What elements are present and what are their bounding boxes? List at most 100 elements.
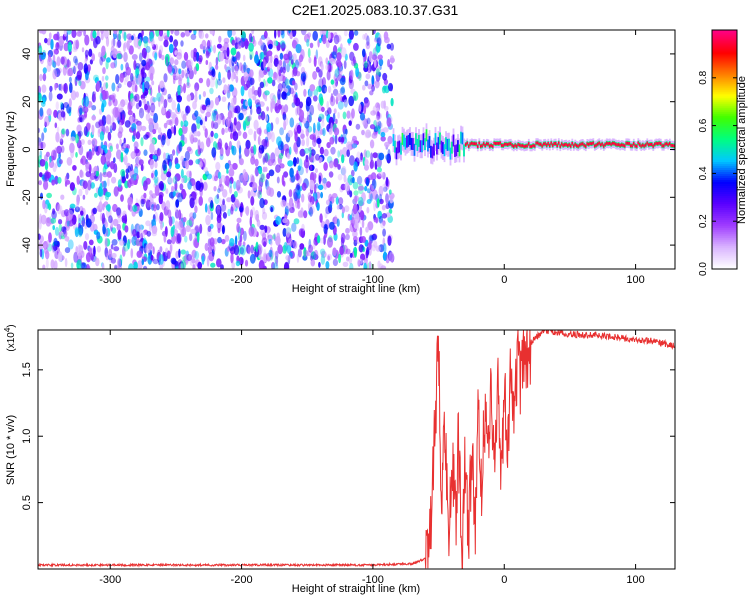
spectrogram-cell (169, 57, 175, 65)
spectrogram-cell (380, 221, 386, 229)
y-tick-label: 0.5 (21, 495, 33, 510)
spectrogram-cell (652, 144, 655, 148)
spectrogram-cell (154, 185, 160, 196)
spectrogram-cell (617, 143, 620, 147)
spectrogram-cell (500, 143, 503, 147)
spectrogram-cell (329, 57, 336, 65)
colorbar-step (712, 113, 737, 117)
spectrogram-cell (488, 144, 491, 148)
spectrogram-cell (361, 129, 365, 136)
spectrogram-cell (372, 30, 376, 35)
spectrogram-cell (56, 93, 63, 100)
spectrogram-cell (52, 61, 57, 69)
spectrogram-cell (111, 252, 117, 259)
spectrogram-cell (336, 34, 342, 43)
colorbar-step (712, 55, 737, 59)
spectrogram-cell (342, 111, 347, 120)
spectrogram-cell (329, 95, 336, 107)
spectrogram-cell (143, 149, 148, 156)
spectrogram-cell (45, 258, 49, 269)
spectrogram-cell (410, 137, 413, 150)
spectrogram-cell (323, 148, 329, 157)
spectrogram-cell (303, 210, 308, 219)
spectrogram-cell (52, 208, 56, 215)
spectrogram-cell (116, 207, 122, 219)
spectrogram-x-label: Height of straight line (km) (292, 283, 420, 295)
spectrogram-cell (106, 171, 113, 178)
colorbar-step (712, 121, 737, 125)
spectrogram-cell (50, 38, 54, 50)
spectrogram-cell (369, 51, 373, 59)
spectrogram-cell (258, 114, 262, 120)
spectrogram-cell (84, 49, 89, 58)
spectrogram-cell (66, 220, 70, 227)
spectrogram-cell (384, 36, 390, 44)
colorbar-step (712, 133, 737, 137)
spectrogram-cell (625, 141, 628, 145)
spectrogram-cell (470, 141, 473, 145)
spectrogram-cell (309, 42, 314, 49)
colorbar-step (712, 123, 737, 127)
spectrogram-cell (212, 244, 216, 253)
spectrogram-cell (78, 227, 83, 238)
spectrogram-cell (226, 246, 230, 252)
spectrogram-cell (184, 160, 190, 170)
spectrogram-cell (168, 161, 172, 170)
spectrogram-cell (346, 141, 352, 152)
spectrogram-cell (186, 76, 190, 87)
spectrogram-cell (375, 245, 381, 252)
spectrogram-cell (209, 30, 214, 35)
spectrogram-cell (73, 65, 76, 75)
spectrogram-cell (185, 59, 192, 68)
spectrogram-cell (343, 99, 348, 105)
colorbar-step (712, 81, 737, 85)
spectrogram-cell (112, 203, 118, 213)
spectrogram-cell (341, 165, 347, 177)
spectrogram-cell (381, 213, 388, 219)
spectrogram-cell (230, 252, 234, 264)
spectrogram-cell (253, 130, 257, 142)
spectrogram-cell (326, 142, 331, 149)
spectrogram-cell (140, 198, 146, 205)
spectrogram-cell (163, 73, 168, 83)
spectrogram-cell (580, 142, 583, 146)
spectrogram-cell (124, 225, 129, 233)
spectrogram-cell (409, 133, 411, 145)
spectrogram-cell (353, 42, 359, 51)
spectrogram-cell (38, 180, 42, 186)
spectrogram-cell (64, 220, 71, 232)
spectrogram-cell (217, 236, 222, 244)
spectrogram-cell (134, 93, 140, 103)
spectrogram-cell (174, 180, 178, 192)
spectrogram-cell (280, 43, 287, 50)
spectrogram-cell (205, 60, 209, 65)
spectrogram-cell (236, 222, 240, 233)
spectrogram-cell (181, 177, 185, 184)
spectrogram-cell (210, 211, 214, 221)
colorbar-step (712, 247, 737, 250)
spectrogram-cell (336, 204, 340, 210)
spectrogram-cell (371, 179, 377, 190)
spectrogram-cell (152, 154, 158, 160)
spectrogram-cell (205, 50, 210, 59)
spectrogram-cell (194, 82, 200, 92)
spectrogram-cell (302, 75, 306, 86)
spectrogram-cell (406, 135, 408, 148)
spectrogram-cell (289, 167, 294, 178)
spectrogram-cell (293, 218, 300, 225)
spectrogram-marks (38, 30, 675, 269)
spectrogram-cell (117, 179, 122, 188)
spectrogram-cell (107, 131, 112, 141)
spectrogram-cell (342, 244, 348, 255)
spectrogram-cell (118, 30, 121, 41)
spectrogram-cell (109, 121, 113, 130)
spectrogram-cell (300, 133, 305, 140)
colorbar-step (712, 169, 737, 173)
spectrogram-cell (183, 120, 189, 127)
colorbar-step (712, 237, 737, 240)
spectrogram-cell (113, 186, 119, 197)
spectrogram-cell (127, 165, 131, 173)
spectrogram-cell (294, 59, 299, 69)
spectrogram-cell (270, 100, 276, 109)
spectrogram-cell (159, 246, 163, 253)
